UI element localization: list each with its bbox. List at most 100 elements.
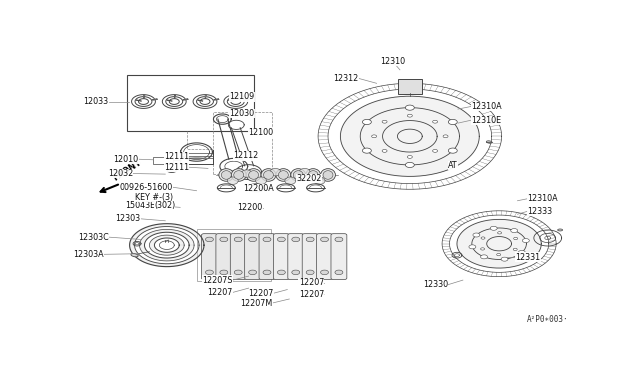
Text: 12303A: 12303A — [73, 250, 104, 259]
FancyBboxPatch shape — [230, 234, 246, 279]
Text: 12111: 12111 — [164, 163, 189, 172]
Text: 32202: 32202 — [297, 174, 322, 183]
FancyBboxPatch shape — [288, 234, 304, 279]
Circle shape — [263, 237, 271, 242]
Polygon shape — [140, 230, 194, 261]
Text: 12310A: 12310A — [527, 194, 558, 203]
Circle shape — [321, 270, 328, 275]
FancyBboxPatch shape — [273, 234, 289, 279]
Ellipse shape — [248, 171, 259, 179]
Ellipse shape — [314, 177, 325, 185]
Ellipse shape — [231, 169, 246, 181]
Circle shape — [234, 270, 242, 275]
Ellipse shape — [501, 257, 508, 261]
Ellipse shape — [270, 169, 281, 176]
Circle shape — [263, 270, 271, 275]
FancyBboxPatch shape — [331, 234, 347, 279]
Ellipse shape — [408, 155, 412, 158]
Polygon shape — [340, 96, 479, 176]
Polygon shape — [150, 235, 184, 255]
Text: 12303C: 12303C — [78, 232, 109, 242]
Ellipse shape — [264, 171, 273, 179]
Circle shape — [234, 237, 242, 242]
Ellipse shape — [522, 238, 529, 243]
Ellipse shape — [167, 169, 176, 172]
Circle shape — [335, 270, 343, 275]
Ellipse shape — [321, 169, 335, 181]
Ellipse shape — [285, 177, 296, 185]
FancyBboxPatch shape — [196, 230, 271, 281]
Ellipse shape — [323, 171, 333, 179]
Ellipse shape — [278, 171, 288, 179]
Ellipse shape — [433, 150, 438, 152]
Text: 12310A: 12310A — [471, 102, 502, 111]
Ellipse shape — [486, 141, 492, 143]
Ellipse shape — [497, 232, 502, 234]
Text: 12303: 12303 — [115, 214, 141, 223]
Ellipse shape — [276, 169, 291, 181]
Ellipse shape — [469, 245, 476, 249]
Ellipse shape — [227, 171, 241, 174]
Text: 12207: 12207 — [299, 279, 324, 288]
Ellipse shape — [300, 169, 310, 176]
Circle shape — [205, 237, 213, 242]
Polygon shape — [457, 219, 541, 268]
Ellipse shape — [293, 171, 303, 179]
Text: 12200: 12200 — [237, 203, 262, 212]
Circle shape — [321, 237, 328, 242]
Text: 12207: 12207 — [248, 289, 273, 298]
Ellipse shape — [513, 248, 517, 250]
Text: AT: AT — [448, 161, 458, 170]
Text: 12112: 12112 — [234, 151, 259, 160]
Ellipse shape — [382, 120, 387, 123]
Text: 15043E: 15043E — [125, 201, 156, 210]
Text: 12109: 12109 — [229, 92, 255, 101]
Circle shape — [220, 237, 228, 242]
Text: 12312: 12312 — [333, 74, 359, 83]
Circle shape — [335, 237, 343, 242]
Ellipse shape — [246, 169, 261, 181]
Text: A²P0∗003·: A²P0∗003· — [527, 315, 568, 324]
Ellipse shape — [557, 229, 563, 231]
Text: 12310E: 12310E — [471, 116, 501, 125]
Ellipse shape — [362, 119, 371, 125]
Ellipse shape — [514, 237, 518, 240]
Text: 12100: 12100 — [248, 128, 273, 137]
Ellipse shape — [306, 169, 321, 181]
Ellipse shape — [490, 226, 497, 230]
Circle shape — [249, 270, 257, 275]
Circle shape — [277, 237, 285, 242]
Ellipse shape — [511, 228, 518, 232]
Circle shape — [292, 270, 300, 275]
Circle shape — [306, 270, 314, 275]
Ellipse shape — [473, 233, 480, 237]
FancyBboxPatch shape — [302, 234, 318, 279]
Ellipse shape — [131, 253, 138, 257]
Ellipse shape — [433, 120, 438, 123]
Ellipse shape — [219, 169, 234, 181]
Text: 12032: 12032 — [108, 169, 133, 178]
Ellipse shape — [489, 121, 495, 123]
Ellipse shape — [234, 171, 244, 179]
Ellipse shape — [481, 237, 485, 239]
Ellipse shape — [405, 105, 414, 110]
Ellipse shape — [382, 150, 387, 152]
FancyBboxPatch shape — [259, 234, 275, 279]
Circle shape — [277, 270, 285, 275]
Text: 12331: 12331 — [515, 253, 541, 262]
Text: 12207S: 12207S — [202, 276, 233, 285]
Ellipse shape — [518, 250, 525, 254]
Text: 12333: 12333 — [527, 207, 552, 216]
Ellipse shape — [481, 255, 488, 259]
Ellipse shape — [362, 148, 371, 153]
Ellipse shape — [308, 171, 318, 179]
FancyBboxPatch shape — [202, 234, 218, 279]
Ellipse shape — [227, 177, 238, 185]
Text: 12033: 12033 — [84, 97, 109, 106]
Text: 12207: 12207 — [299, 290, 324, 299]
Ellipse shape — [241, 170, 252, 177]
Ellipse shape — [255, 177, 266, 185]
Ellipse shape — [405, 162, 414, 167]
Text: 00926-51600: 00926-51600 — [120, 183, 173, 192]
Ellipse shape — [372, 135, 376, 138]
